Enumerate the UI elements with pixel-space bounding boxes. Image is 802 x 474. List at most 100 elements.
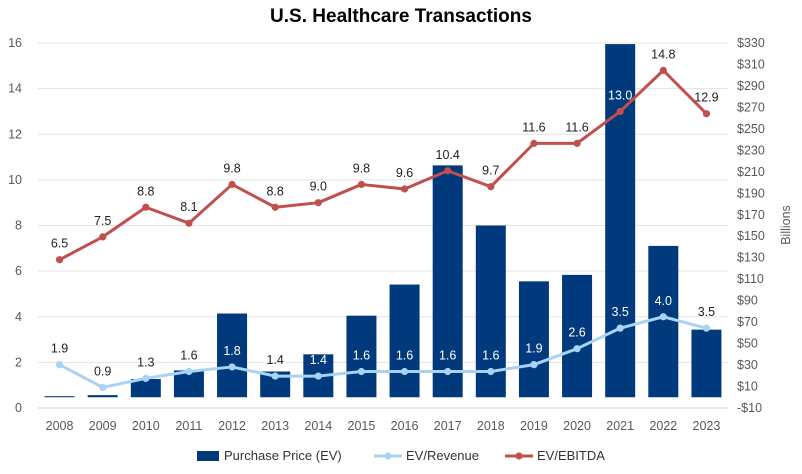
data-label: 6.5 (51, 237, 68, 251)
x-tick-label: 2023 (693, 419, 721, 433)
bar (346, 315, 377, 398)
y2-tick-label: $190 (737, 186, 765, 200)
line-marker (142, 374, 150, 382)
line-marker (702, 324, 711, 332)
x-tick-label: 2015 (348, 419, 376, 433)
line-marker (400, 367, 409, 376)
y-tick-label: 12 (8, 127, 22, 141)
data-label: 12.9 (694, 91, 718, 105)
line-marker (616, 324, 624, 332)
y-tick-label: 0 (15, 401, 22, 415)
y-tick-label: 10 (8, 173, 22, 187)
legend-label: Purchase Price (EV) (224, 448, 342, 463)
x-tick-label: 2018 (477, 419, 505, 433)
line-marker (271, 372, 279, 380)
data-label: 1.6 (353, 349, 370, 363)
line-marker (530, 361, 538, 369)
legend-swatch-marker (515, 452, 523, 460)
x-tick-label: 2020 (563, 419, 591, 433)
legend-swatch-bar (197, 451, 219, 461)
line-marker (487, 183, 495, 191)
y2-tick-label: -$10 (737, 401, 762, 415)
y2-tick-label: $150 (737, 229, 765, 243)
y2-tick-label: $10 (737, 380, 758, 394)
x-tick-label: 2009 (89, 419, 117, 433)
y2-tick-label: $250 (737, 122, 765, 136)
data-label: 1.8 (223, 344, 240, 358)
y-tick-label: 2 (15, 355, 22, 369)
x-tick-label: 2011 (175, 419, 202, 433)
y2-tick-label: $90 (737, 294, 758, 308)
data-labels: 1.9 0.9 1.3 1.6 1.8 1.4 1.4 1.6 1.6 1.6 1.6 1.9 2.6 3… (51, 47, 719, 378)
data-label: 11.6 (565, 120, 588, 134)
y-tick-label: 14 (8, 82, 22, 96)
line-marker (55, 256, 64, 264)
line-marker (573, 345, 581, 353)
data-label: 1.6 (482, 349, 499, 363)
line-marker (99, 233, 107, 241)
y-tick-label: 4 (15, 310, 22, 324)
y2-tick-label: $290 (737, 79, 765, 93)
x-tick-label: 2016 (391, 419, 419, 433)
bar (562, 274, 593, 398)
line-marker (55, 361, 64, 369)
bar (130, 379, 161, 398)
data-label: 1.9 (51, 342, 68, 356)
axes: 0 2 4 6 8 10 12 14 16 -$10 $10 $30 $50 $70 $90 $110 $130… (8, 36, 793, 433)
y2-tick-label: $210 (737, 165, 765, 179)
bar (217, 313, 248, 398)
line-marker (271, 203, 279, 211)
line-marker (659, 66, 667, 74)
x-tick-label: 2021 (606, 419, 634, 433)
data-label: 3.5 (698, 305, 715, 319)
data-label: 0.9 (94, 364, 111, 378)
y2-tick-label: $30 (737, 358, 758, 372)
data-label: 8.8 (266, 184, 283, 198)
data-label: 1.6 (439, 349, 456, 363)
data-label: 1.6 (396, 349, 413, 363)
y2-tick-label: $330 (737, 36, 765, 50)
data-label: 11.6 (522, 120, 545, 134)
y2-tick-label: $230 (737, 143, 765, 157)
x-tick-label: 2013 (261, 419, 289, 433)
y2-tick-label: $50 (737, 337, 758, 351)
line-marker (444, 167, 452, 175)
line-marker (616, 107, 624, 116)
line-marker (444, 367, 452, 376)
y2-tick-label: $170 (737, 208, 765, 222)
bar-series-purchase-price (44, 44, 722, 398)
y-tick-label: 16 (8, 36, 22, 50)
line-ev-revenue (58, 315, 707, 389)
y2-tick-label: $110 (737, 272, 764, 286)
line-marker (530, 139, 538, 147)
data-label: 1.9 (525, 342, 542, 356)
data-label: 10.4 (436, 148, 460, 162)
line-marker (702, 110, 711, 118)
y2-tick-label: $70 (737, 315, 758, 329)
data-label: 1.4 (310, 353, 327, 367)
x-tick-label: 2014 (304, 419, 332, 433)
data-label: 13.0 (608, 88, 632, 102)
data-label: 14.8 (651, 47, 675, 61)
line-marker (142, 203, 150, 211)
line-marker (185, 219, 193, 227)
x-tick-label: 2010 (132, 419, 160, 433)
legend: Purchase Price (EV) EV/Revenue EV/EBITDA (197, 448, 605, 463)
line-marker (357, 180, 366, 189)
x-tick-label: 2017 (434, 419, 462, 433)
line-marker (400, 185, 409, 193)
y-tick-label: 6 (15, 264, 22, 278)
bar (648, 245, 679, 398)
bar (432, 165, 463, 398)
chart-title: U.S. Healthcare Transactions (270, 6, 532, 27)
data-label: 8.8 (137, 184, 154, 198)
data-label: 1.3 (137, 355, 154, 369)
line-ev-ebitda (58, 68, 708, 262)
line-marker (659, 313, 667, 321)
legend-swatch-marker (384, 452, 392, 460)
data-label: 8.1 (180, 200, 197, 214)
data-label: 9.0 (310, 180, 327, 194)
x-tick-label: 2019 (520, 419, 548, 433)
y2-tick-label: $270 (737, 100, 765, 114)
